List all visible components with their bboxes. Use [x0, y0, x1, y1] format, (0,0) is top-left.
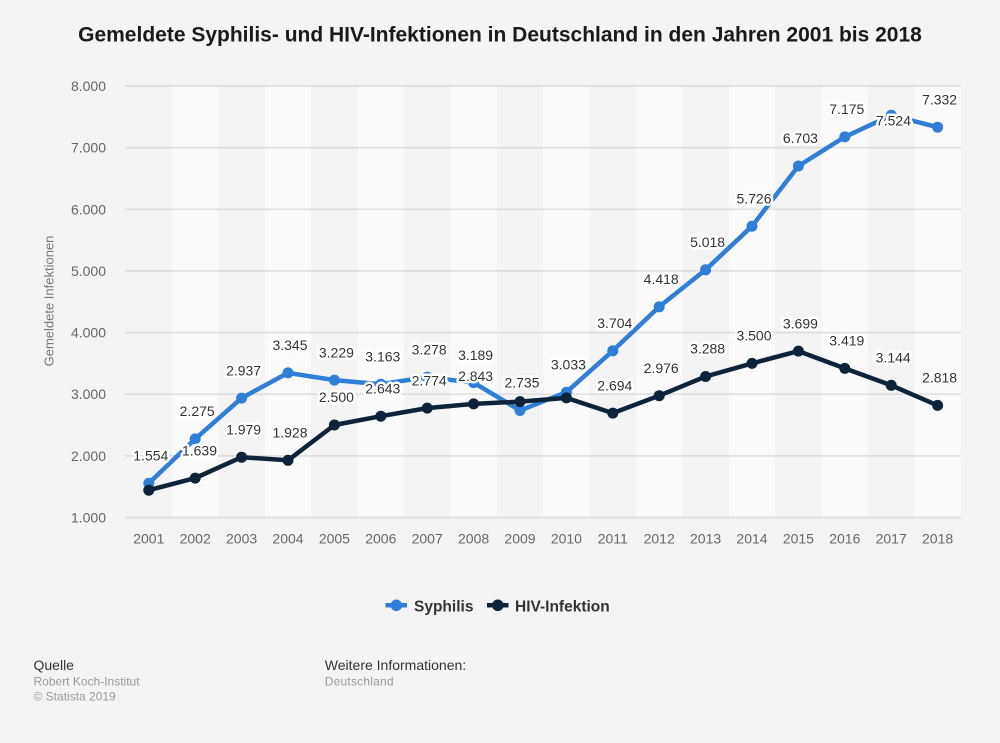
svg-text:2016: 2016 — [829, 531, 860, 547]
svg-text:3.288: 3.288 — [690, 341, 725, 357]
svg-text:Quelle: Quelle — [34, 657, 75, 673]
svg-text:3.704: 3.704 — [597, 315, 632, 331]
svg-text:2006: 2006 — [365, 531, 396, 547]
svg-text:2003: 2003 — [226, 531, 257, 547]
svg-text:2007: 2007 — [412, 531, 443, 547]
svg-text:1.000: 1.000 — [71, 510, 106, 526]
svg-text:Gemeldete Infektionen: Gemeldete Infektionen — [42, 236, 57, 367]
svg-text:2010: 2010 — [551, 531, 582, 547]
svg-text:2.843: 2.843 — [458, 368, 493, 384]
svg-text:3.033: 3.033 — [551, 356, 586, 372]
svg-text:2.275: 2.275 — [180, 403, 215, 419]
svg-text:2018: 2018 — [922, 531, 953, 547]
svg-text:1.928: 1.928 — [272, 425, 307, 441]
svg-text:2008: 2008 — [458, 531, 489, 547]
svg-text:1.554: 1.554 — [133, 448, 168, 464]
svg-text:2.500: 2.500 — [319, 389, 354, 405]
svg-text:2002: 2002 — [180, 531, 211, 547]
svg-text:6.703: 6.703 — [783, 130, 818, 146]
svg-text:3.500: 3.500 — [736, 328, 771, 344]
svg-text:2011: 2011 — [598, 531, 628, 547]
svg-text:2.694: 2.694 — [597, 377, 632, 393]
svg-text:2005: 2005 — [319, 531, 350, 547]
svg-text:3.000: 3.000 — [71, 386, 106, 402]
svg-text:7.175: 7.175 — [829, 101, 864, 117]
svg-text:3.229: 3.229 — [319, 344, 354, 360]
svg-text:3.345: 3.345 — [272, 337, 307, 353]
svg-text:2017: 2017 — [876, 531, 907, 547]
svg-text:5.018: 5.018 — [690, 234, 725, 250]
svg-text:2001: 2001 — [133, 531, 164, 547]
svg-text:2.000: 2.000 — [71, 448, 106, 464]
svg-text:Robert Koch-Institut: Robert Koch-Institut — [34, 675, 141, 689]
svg-text:3.699: 3.699 — [783, 315, 818, 331]
svg-text:2015: 2015 — [783, 531, 814, 547]
svg-text:3.189: 3.189 — [458, 347, 493, 363]
svg-text:2004: 2004 — [272, 531, 303, 547]
svg-text:Deutschland: Deutschland — [325, 675, 394, 689]
svg-text:1.639: 1.639 — [182, 442, 217, 458]
svg-text:3.419: 3.419 — [829, 333, 864, 349]
svg-text:8.000: 8.000 — [71, 78, 106, 94]
svg-text:Gemeldete Syphilis- und HIV-In: Gemeldete Syphilis- und HIV-Infektionen … — [78, 24, 922, 47]
svg-text:2013: 2013 — [690, 531, 721, 547]
svg-text:Weitere Informationen:: Weitere Informationen: — [325, 657, 466, 673]
svg-text:5.726: 5.726 — [736, 190, 771, 206]
svg-text:2.976: 2.976 — [644, 360, 679, 376]
svg-text:2009: 2009 — [504, 531, 535, 547]
svg-text:3.163: 3.163 — [365, 348, 400, 364]
svg-text:2012: 2012 — [644, 531, 675, 547]
svg-text:2.774: 2.774 — [412, 372, 447, 388]
svg-text:7.000: 7.000 — [71, 140, 106, 156]
svg-text:2014: 2014 — [736, 531, 767, 547]
svg-text:2.818: 2.818 — [922, 370, 957, 386]
svg-text:2.735: 2.735 — [504, 375, 539, 391]
svg-text:7.332: 7.332 — [922, 91, 957, 107]
svg-text:© Statista 2019: © Statista 2019 — [34, 690, 117, 704]
svg-text:7.524: 7.524 — [876, 113, 911, 129]
svg-text:2.937: 2.937 — [226, 362, 261, 378]
svg-text:4.418: 4.418 — [644, 271, 679, 287]
svg-text:5.000: 5.000 — [71, 263, 106, 279]
svg-text:1.979: 1.979 — [226, 421, 261, 437]
svg-text:2.643: 2.643 — [365, 380, 400, 396]
svg-text:Syphilis: Syphilis — [414, 598, 473, 615]
svg-text:3.144: 3.144 — [876, 350, 911, 366]
svg-text:6.000: 6.000 — [71, 201, 106, 217]
svg-text:4.000: 4.000 — [71, 325, 106, 341]
svg-text:3.278: 3.278 — [412, 341, 447, 357]
svg-text:HIV-Infektion: HIV-Infektion — [515, 598, 610, 615]
